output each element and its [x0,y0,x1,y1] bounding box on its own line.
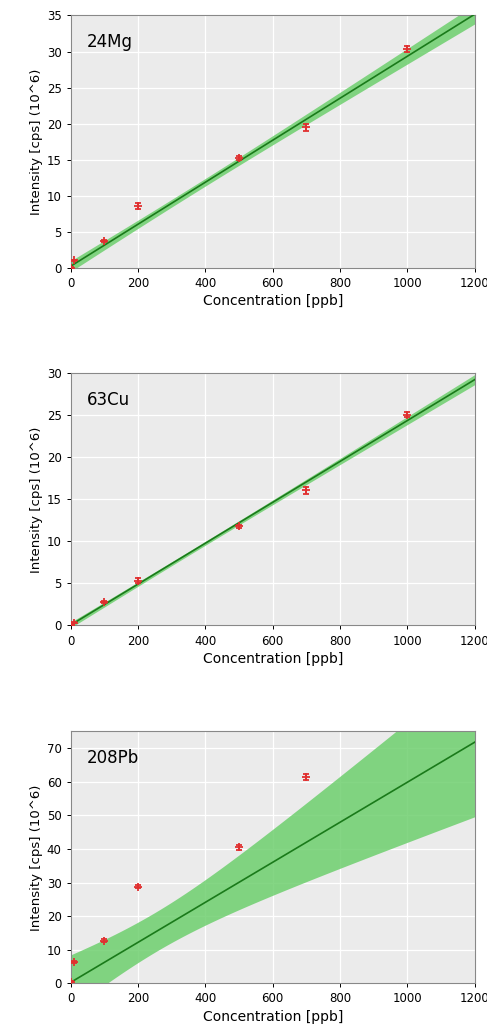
X-axis label: Concentration [ppb]: Concentration [ppb] [203,293,343,308]
Text: 208Pb: 208Pb [87,749,139,766]
Text: 24Mg: 24Mg [87,33,133,52]
Text: 63Cu: 63Cu [87,392,130,409]
Y-axis label: Intensity [cps] (10^6): Intensity [cps] (10^6) [30,427,42,572]
Y-axis label: Intensity [cps] (10^6): Intensity [cps] (10^6) [30,68,42,215]
X-axis label: Concentration [ppb]: Concentration [ppb] [203,1009,343,1024]
Y-axis label: Intensity [cps] (10^6): Intensity [cps] (10^6) [30,784,42,931]
X-axis label: Concentration [ppb]: Concentration [ppb] [203,652,343,665]
